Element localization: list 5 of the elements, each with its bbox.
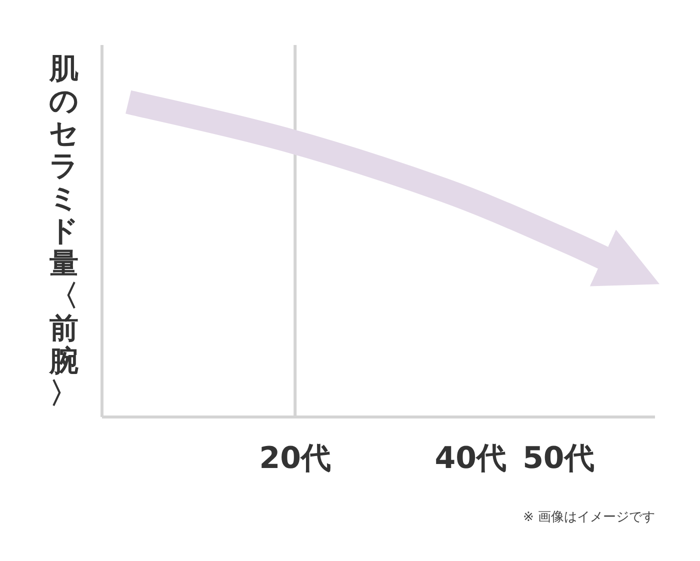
text: 肌のセラミド量〈前腕〉 (49, 51, 79, 410)
x-tick-label: 50代 (522, 441, 594, 476)
x-tick-label: 20代 (259, 441, 331, 476)
text: ※ 画像はイメージです (522, 510, 655, 525)
x-tick-label: 40代 (434, 441, 507, 476)
